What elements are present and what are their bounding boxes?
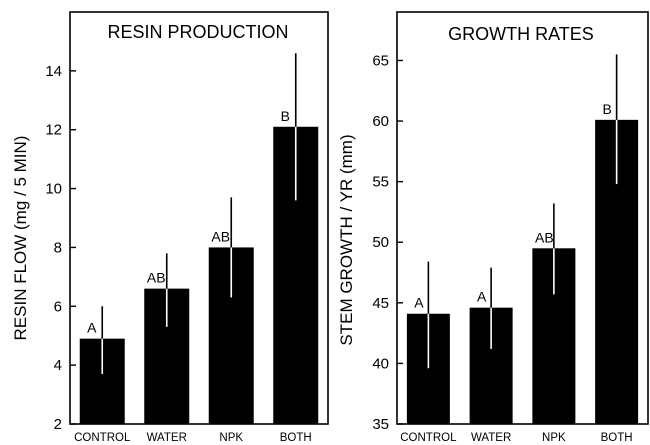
significance-label: AB <box>211 228 230 244</box>
significance-label: AB <box>147 270 166 286</box>
y-tick-label: 55 <box>372 174 389 191</box>
growth-rates-panel: GROWTH RATES STEM GROWTH / YR (mm) 35 40 4… <box>337 11 649 444</box>
x-tick-label: CONTROL <box>400 432 457 444</box>
x-tick-label: NPK <box>219 432 243 444</box>
significance-label: A <box>477 289 487 305</box>
y-tick-label: 6 <box>54 298 62 315</box>
y-axis-label: RESIN FLOW (mg / 5 MIN) <box>11 136 30 341</box>
x-tick-label: WATER <box>471 432 511 444</box>
significance-label: B <box>281 108 290 124</box>
significance-label: AB <box>535 229 554 245</box>
significance-label: B <box>602 101 611 117</box>
y-axis-label: STEM GROWTH / YR (mm) <box>337 134 356 345</box>
y-tick-label: 45 <box>372 295 389 312</box>
plot-frame <box>396 11 649 425</box>
y-tick-label: 50 <box>372 234 389 251</box>
y-tick-label: 65 <box>372 52 389 69</box>
plot-frame <box>69 11 329 425</box>
y-tick-label: 60 <box>372 113 389 130</box>
chart-title: RESIN PRODUCTION <box>107 22 288 42</box>
x-tick-label: WATER <box>147 432 187 444</box>
y-tick-label: 10 <box>45 181 62 198</box>
x-tick-label: BOTH <box>280 432 312 444</box>
y-tick-label: 40 <box>372 355 389 372</box>
x-tick-label: BOTH <box>601 432 633 444</box>
y-tick-label: 14 <box>45 63 62 80</box>
significance-label: A <box>87 320 97 336</box>
y-tick-label: 12 <box>45 122 62 139</box>
significance-label: A <box>414 295 424 311</box>
y-tick-label: 4 <box>54 357 62 374</box>
chart-title: GROWTH RATES <box>448 24 594 44</box>
x-tick-label: NPK <box>542 432 566 444</box>
y-tick-label: 2 <box>54 416 62 433</box>
y-tick-label: 35 <box>372 416 389 433</box>
x-tick-label: CONTROL <box>74 432 131 444</box>
resin-production-panel: RESIN PRODUCTION RESIN FLOW (mg / 5 MIN)… <box>11 11 329 444</box>
y-tick-label: 8 <box>54 239 62 256</box>
